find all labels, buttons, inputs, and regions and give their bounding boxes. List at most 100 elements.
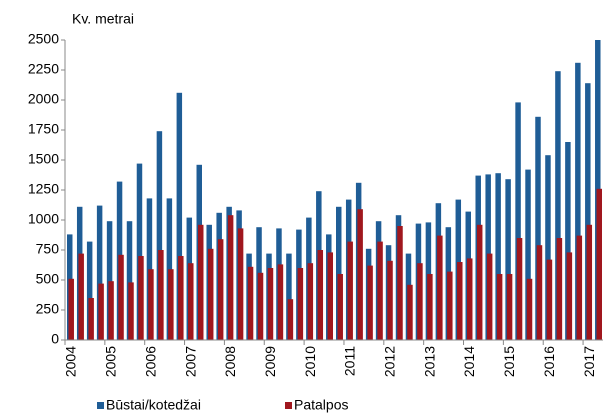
legend-swatch: [285, 402, 292, 409]
bar: [227, 215, 234, 340]
bar: [317, 250, 324, 340]
bar: [327, 252, 333, 340]
y-tick-label: 250: [36, 301, 60, 317]
bar: [545, 155, 551, 340]
bar: [417, 263, 423, 340]
bar: [98, 283, 104, 340]
bar: [556, 238, 563, 340]
bar: [566, 252, 573, 340]
x-tick-label: 2017: [581, 346, 597, 377]
bar: [576, 235, 583, 340]
bar: [536, 245, 543, 340]
bar: [138, 256, 144, 340]
legend-label: Patalpos: [294, 397, 348, 413]
y-axis-label: Kv. metrai: [72, 11, 134, 27]
x-tick-label: 2015: [501, 346, 517, 377]
bar: [247, 266, 254, 340]
bar: [128, 282, 134, 340]
x-tick-label: 2016: [541, 346, 557, 377]
bar: [307, 263, 314, 340]
bar: [118, 254, 124, 340]
bar: [126, 221, 133, 340]
bar: [207, 248, 214, 340]
bar: [357, 209, 363, 340]
x-tick-label: 2005: [103, 346, 119, 377]
x-tick-label: 2014: [461, 346, 477, 377]
bar: [467, 258, 473, 340]
bar: [397, 226, 403, 340]
bar: [505, 179, 511, 340]
bar: [267, 268, 274, 340]
bar: [136, 163, 143, 340]
bar: [516, 238, 523, 340]
y-tick-label: 1000: [28, 211, 59, 227]
y-tick-label: 1500: [28, 151, 59, 167]
x-tick-label: 2011: [342, 346, 358, 376]
y-tick-label: 2500: [28, 31, 59, 47]
bar: [158, 250, 164, 340]
bar: [427, 274, 433, 340]
y-tick-label: 750: [36, 241, 60, 257]
x-tick-label: 2013: [421, 346, 437, 377]
bar: [495, 173, 501, 340]
bar: [367, 265, 373, 340]
bar: [188, 263, 194, 340]
bar: [447, 271, 453, 340]
bar: [336, 206, 342, 340]
bar: [297, 268, 304, 340]
bar: [565, 142, 571, 340]
bar: [198, 224, 204, 340]
bar: [377, 241, 383, 340]
y-tick-label: 0: [51, 331, 59, 347]
x-tick-label: 2012: [382, 346, 398, 377]
x-tick-label: 2007: [182, 346, 198, 377]
bar: [457, 262, 463, 340]
bar: [168, 269, 174, 340]
bar: [515, 102, 521, 341]
x-tick-label: 2009: [262, 346, 278, 377]
x-tick-label: 2006: [142, 346, 158, 377]
bar: [555, 71, 561, 340]
bar: [286, 253, 292, 340]
bar: [96, 205, 103, 340]
bar: [86, 241, 93, 340]
bar: [337, 274, 343, 340]
bar: [575, 62, 581, 341]
bar: [496, 274, 503, 340]
bar: [596, 188, 602, 340]
bar: [148, 269, 154, 340]
bar: [525, 169, 531, 340]
bar: [347, 241, 353, 340]
x-tick-label: 2010: [302, 346, 318, 377]
x-tick-label: 2008: [222, 346, 238, 377]
bar: [535, 116, 541, 340]
bar: [476, 224, 483, 340]
bar: [108, 281, 114, 340]
x-tick-label: 2004: [63, 346, 79, 377]
y-tick-label: 2250: [28, 61, 59, 77]
bar: [68, 278, 74, 340]
y-tick-label: 500: [36, 271, 60, 287]
bar: [546, 259, 553, 340]
bar: [217, 239, 224, 340]
bar: [387, 260, 393, 340]
bar: [437, 235, 443, 340]
legend-swatch: [97, 402, 104, 409]
bar: [585, 83, 591, 340]
bar: [506, 274, 513, 340]
y-tick-label: 1750: [28, 121, 59, 137]
bar: [257, 272, 264, 340]
bar: [407, 284, 413, 340]
bar: [176, 92, 183, 340]
bar: [106, 221, 113, 340]
y-tick-label: 2000: [28, 91, 59, 107]
legend-label: Būstai/kotedžai: [106, 397, 201, 413]
bar: [78, 253, 84, 340]
bar: [237, 228, 244, 340]
y-tick-label: 1250: [28, 181, 59, 197]
bar: [88, 298, 94, 340]
bar: [526, 278, 533, 340]
bar: [156, 131, 163, 340]
